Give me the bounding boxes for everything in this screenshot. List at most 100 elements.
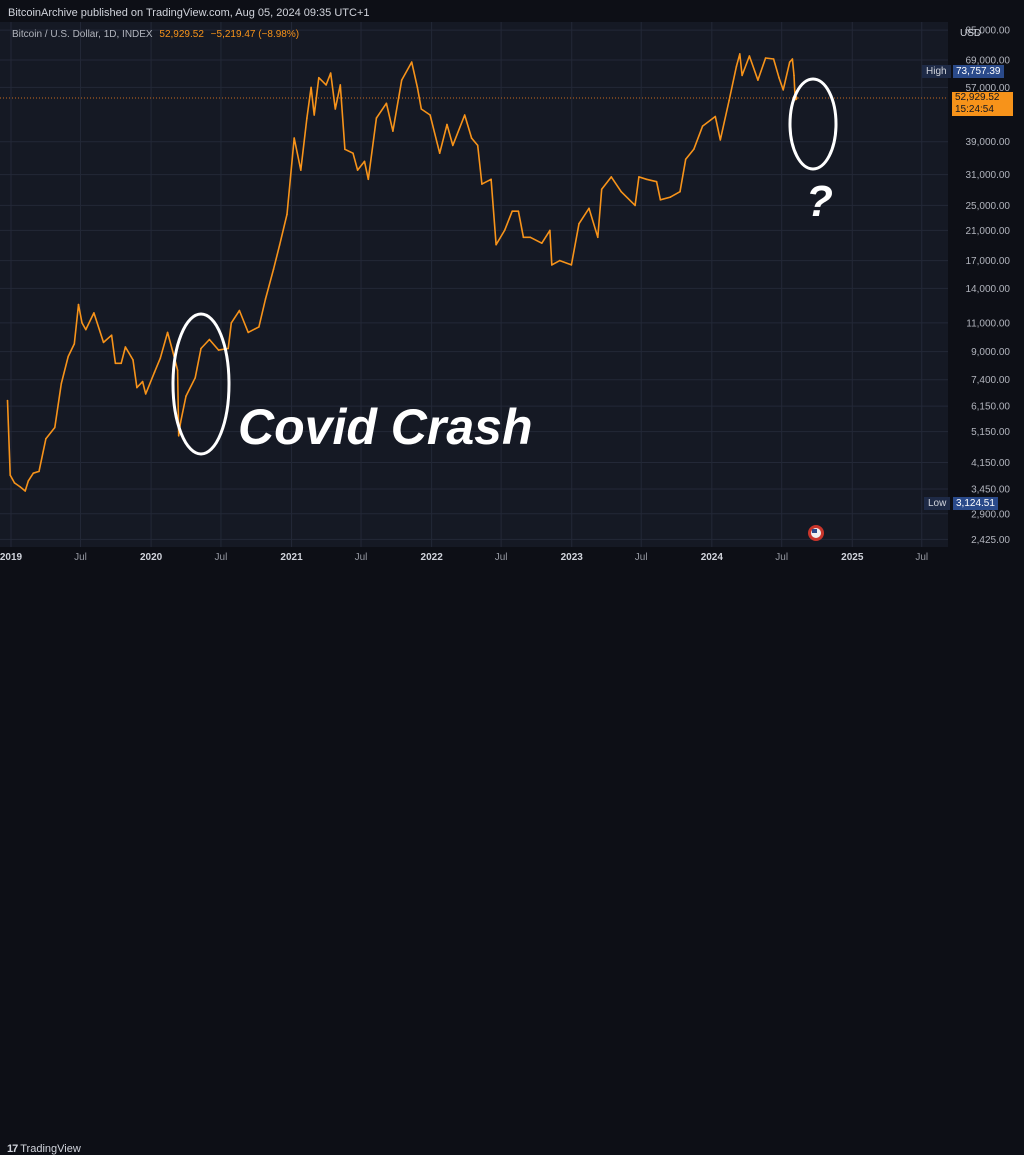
price-point [329, 72, 332, 74]
price-point [679, 190, 681, 193]
last-price-value: 52,929.52 [955, 92, 1000, 103]
tradingview-logo-icon: 17 [7, 1143, 18, 1155]
covid-crash-ellipse [171, 312, 231, 456]
price-point [610, 176, 613, 178]
price-point [597, 236, 599, 239]
price-point [54, 426, 56, 429]
price-point [634, 204, 636, 207]
price-point [757, 79, 759, 81]
price-point [110, 334, 113, 337]
price-point [6, 399, 9, 402]
y-tick-label: 85,000.00 [966, 26, 1011, 37]
currency-label[interactable]: USD [960, 28, 982, 39]
price-point [339, 84, 342, 86]
price-point [438, 152, 441, 154]
price-point [166, 331, 169, 334]
price-point [179, 421, 182, 424]
y-tick-label: 3,450.00 [971, 484, 1010, 495]
x-tick-label: Jul [775, 552, 788, 563]
price-point [45, 437, 47, 440]
axes: 85,000.00 69,000.00 57,000.00 39,000.00 31,0… [0, 26, 1010, 563]
tradingview-logo[interactable]: 17 TradingView [7, 1143, 81, 1155]
price-point [230, 322, 233, 324]
x-tick-label: Jul [495, 552, 508, 563]
price-point [141, 380, 144, 383]
y-tick-label: 7,400.00 [971, 375, 1010, 386]
price-point [85, 328, 87, 331]
price-point [13, 482, 16, 484]
y-tick-label: 57,000.00 [966, 83, 1011, 94]
price-point [153, 371, 156, 374]
price-point [344, 148, 346, 151]
price-point [463, 114, 466, 116]
covid-crash-label: Covid Crash [238, 399, 533, 455]
tradingview-brand: TradingView [20, 1143, 81, 1155]
change-value: −5,219.47 (−8.98%) [210, 29, 300, 40]
price-point [693, 148, 695, 151]
price-point [481, 183, 483, 185]
price-point [735, 65, 738, 68]
y-tick-label: 2,900.00 [971, 509, 1010, 520]
y-tick-label: 21,000.00 [966, 226, 1011, 237]
price-point [645, 178, 648, 181]
price-point [238, 309, 241, 312]
price-point [748, 55, 751, 57]
question-mark-label: ? [806, 177, 833, 226]
price-point [793, 74, 795, 77]
price-point [306, 117, 308, 119]
price-point [24, 490, 27, 492]
high-tag: High [922, 65, 951, 78]
x-tick-label: Jul [215, 552, 228, 563]
price-point [313, 114, 316, 116]
x-tick-label: 2025 [841, 552, 864, 563]
symbol-info: Bitcoin / U.S. Dollar, 1D, INDEX 52,929.… [12, 29, 299, 40]
price-point [452, 144, 454, 147]
price-point [356, 169, 359, 171]
x-tick-label: 2019 [0, 552, 23, 563]
x-tick-label: Jul [635, 552, 648, 563]
price-point [495, 243, 497, 246]
price-chart[interactable]: 85,000.00 69,000.00 57,000.00 39,000.00 31,0… [0, 0, 1024, 593]
price-point [367, 178, 370, 181]
price-point [600, 188, 603, 190]
flag-icon[interactable] [808, 525, 824, 541]
price-point [476, 144, 479, 147]
high-value: 73,757.39 [953, 65, 1004, 78]
price-point [247, 331, 249, 334]
price-point [208, 338, 211, 341]
price-point [93, 312, 95, 314]
price-point [73, 343, 76, 345]
price-point [318, 76, 320, 79]
price-point [638, 176, 640, 178]
publisher-line: BitcoinArchive published on TradingView.… [8, 7, 370, 19]
x-tick-label: 2024 [701, 552, 724, 563]
price-point [559, 259, 561, 262]
price-point [38, 470, 40, 473]
x-tick-label: 2021 [280, 552, 303, 563]
price-point [570, 264, 573, 266]
y-tick-label: 6,150.00 [971, 402, 1010, 413]
price-point [551, 264, 553, 266]
price-point [217, 349, 220, 351]
recent-drop-ellipse [788, 77, 838, 171]
price-point [522, 236, 525, 239]
price-point [529, 236, 532, 239]
price-point [120, 362, 122, 365]
price-point [334, 108, 337, 110]
price-point [32, 472, 35, 475]
price-point [278, 243, 281, 246]
price-point [325, 84, 327, 86]
x-tick-label: Jul [74, 552, 87, 563]
price-point [375, 117, 378, 119]
price-point [739, 53, 741, 55]
price-point [772, 58, 775, 60]
price-point [764, 57, 767, 59]
price-point [701, 125, 704, 127]
price-point [655, 180, 658, 183]
price-point [200, 347, 202, 350]
price-point [9, 474, 11, 476]
x-tick-label: 2023 [561, 552, 584, 563]
price-point [392, 130, 394, 132]
y-tick-label: 5,150.00 [971, 427, 1010, 438]
price-point [81, 322, 83, 324]
